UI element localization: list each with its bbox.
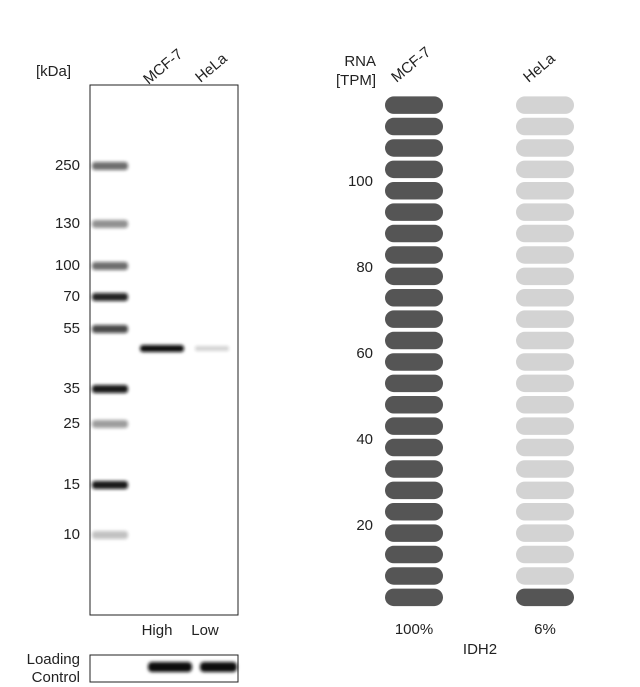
loading-label: Control — [32, 669, 80, 686]
unit-label: [kDa] — [36, 63, 71, 80]
expression-label: Low — [191, 622, 219, 639]
rna-pill — [516, 139, 574, 157]
loading-band — [148, 662, 192, 672]
rna-pill — [385, 353, 443, 371]
marker-label: 10 — [63, 526, 80, 543]
marker-band — [92, 262, 128, 270]
marker-label: 55 — [63, 320, 80, 337]
percentage-label: 100% — [395, 621, 433, 638]
rna-pill — [385, 267, 443, 286]
rna-pill — [516, 545, 574, 564]
rna-tick-label: 100 — [348, 173, 373, 190]
marker-band — [92, 420, 128, 428]
rna-pill — [385, 524, 443, 542]
marker-band — [92, 293, 128, 301]
marker-band — [92, 325, 128, 333]
loading-band — [200, 662, 237, 672]
marker-band — [92, 162, 128, 170]
loading-label: Loading — [27, 651, 80, 668]
rna-pill — [385, 117, 443, 136]
expression-label: High — [142, 622, 173, 639]
marker-label: 250 — [55, 157, 80, 174]
marker-label: 15 — [63, 476, 80, 493]
rna-pill — [385, 203, 443, 221]
lane-label: MCF-7 — [140, 46, 186, 88]
rna-pill — [385, 182, 443, 200]
rna-pill — [516, 203, 574, 221]
marker-label: 100 — [55, 257, 80, 274]
rna-axis-label: [TPM] — [336, 72, 376, 89]
rna-pill — [516, 524, 574, 542]
rna-pill — [516, 503, 574, 521]
rna-tick-label: 20 — [356, 517, 373, 534]
rna-pill — [385, 310, 443, 328]
blot-bands — [92, 162, 229, 539]
rna-pill — [516, 182, 574, 200]
rna-pills — [385, 96, 574, 607]
rna-pill — [385, 460, 443, 478]
rna-pill — [516, 246, 574, 264]
rna-pill — [385, 588, 443, 607]
sample-band — [195, 346, 229, 351]
marker-band — [92, 531, 128, 539]
rna-pill — [385, 481, 443, 500]
rna-pill — [385, 374, 443, 393]
rna-pill — [516, 224, 574, 243]
marker-band — [92, 481, 128, 489]
rna-pill — [385, 289, 443, 307]
marker-band — [92, 220, 128, 228]
rna-pill — [516, 396, 574, 414]
rna-pill — [516, 96, 574, 114]
rna-pill — [385, 417, 443, 435]
rna-pill — [516, 460, 574, 478]
rna-pill — [385, 160, 443, 179]
rna-pill — [516, 481, 574, 500]
rna-pill — [385, 545, 443, 564]
rna-tick-label: 60 — [356, 345, 373, 362]
rna-pill — [516, 160, 574, 179]
rna-pill — [385, 96, 443, 114]
marker-label: 130 — [55, 215, 80, 232]
rna-tick-label: 40 — [356, 431, 373, 448]
marker-band — [92, 385, 128, 393]
rna-pill — [516, 117, 574, 136]
rna-pill — [385, 567, 443, 585]
rna-pill — [385, 438, 443, 457]
rna-pill — [516, 289, 574, 307]
rna-pill — [516, 310, 574, 328]
rna-pill — [385, 139, 443, 157]
rna-pill — [516, 588, 574, 607]
rna-axis-label: RNA — [344, 53, 376, 70]
rna-pill — [516, 438, 574, 457]
gene-label: IDH2 — [463, 641, 497, 658]
percentage-label: 6% — [534, 621, 556, 638]
rna-pill — [516, 267, 574, 286]
rna-pill — [385, 396, 443, 414]
rna-tick-label: 80 — [356, 259, 373, 276]
lane-label: HeLa — [192, 50, 231, 86]
rna-pill — [516, 417, 574, 435]
rna-pill — [516, 353, 574, 371]
sample-band — [140, 345, 184, 352]
rna-pill — [385, 331, 443, 350]
rna-pill — [516, 567, 574, 585]
rna-pill — [385, 224, 443, 243]
marker-label: 70 — [63, 288, 80, 305]
marker-label: 35 — [63, 380, 80, 397]
marker-label: 25 — [63, 415, 80, 432]
rna-pill — [385, 503, 443, 521]
rna-pill — [516, 374, 574, 393]
sample-label: MCF-7 — [388, 44, 434, 86]
rna-pill — [516, 331, 574, 350]
rna-pill — [385, 246, 443, 264]
sample-label: HeLa — [520, 50, 559, 86]
